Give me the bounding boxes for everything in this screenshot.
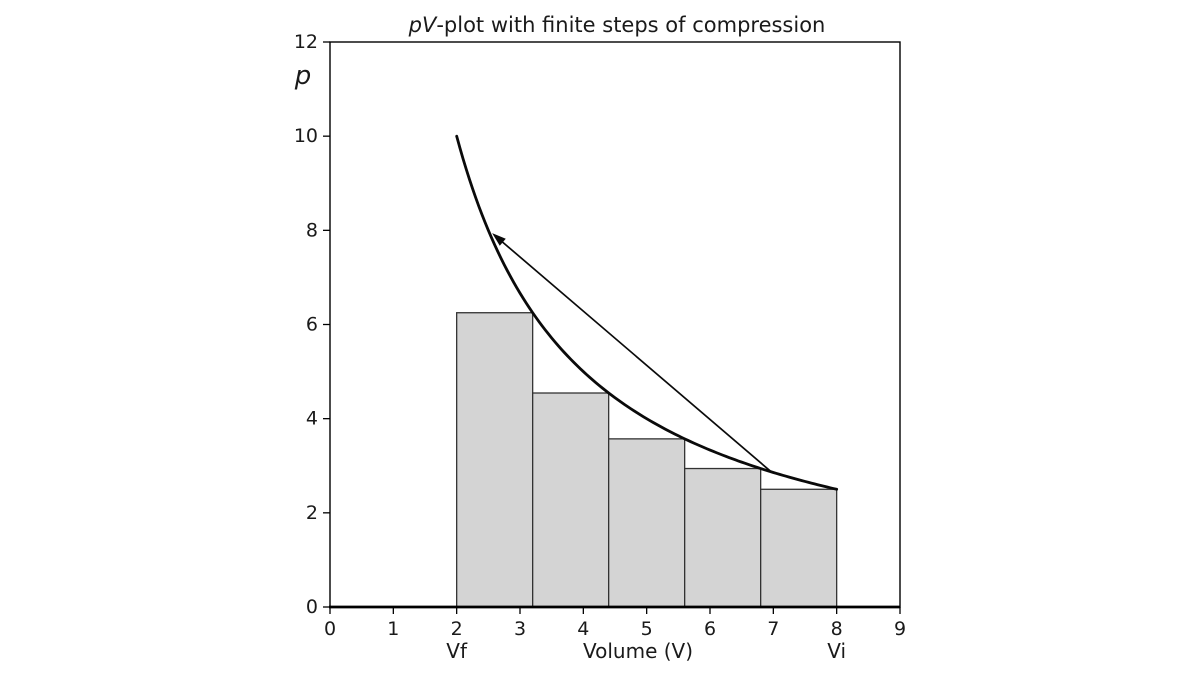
x-tick-label: 1 bbox=[387, 618, 399, 640]
x-tick-label: 6 bbox=[704, 618, 716, 640]
y-tick-label: 0 bbox=[306, 596, 318, 618]
y-tick-label: 2 bbox=[306, 502, 318, 524]
compression-step-bar bbox=[456, 312, 534, 608]
compression-step-bar bbox=[684, 467, 762, 608]
y-tick-label: 6 bbox=[306, 314, 318, 336]
y-axis-title: p bbox=[294, 61, 312, 91]
compression-step-bar bbox=[532, 392, 610, 608]
x-tick-label: 3 bbox=[514, 618, 526, 640]
x-extra-label-vf: Vf bbox=[446, 639, 468, 663]
compression-step-bar bbox=[608, 438, 686, 608]
compression-step-bar bbox=[760, 488, 838, 608]
compression-arrow-line bbox=[497, 237, 771, 472]
x-tick-label: 5 bbox=[641, 618, 653, 640]
x-tick-label: 7 bbox=[767, 618, 779, 640]
y-tick-label: 4 bbox=[306, 408, 318, 430]
x-tick-label: 0 bbox=[324, 618, 336, 640]
isotherm-curve bbox=[455, 134, 839, 491]
y-tick-label: 10 bbox=[294, 125, 318, 147]
chart-title: pV-plot with finite steps of compression bbox=[408, 13, 826, 37]
x-tick-label: 9 bbox=[894, 618, 906, 640]
x-tick-label: 2 bbox=[451, 618, 463, 640]
y-tick-label: 8 bbox=[306, 219, 318, 241]
x-extra-label-vi: Vi bbox=[827, 639, 846, 663]
y-tick-label: 12 bbox=[294, 31, 318, 53]
x-tick-label: 8 bbox=[831, 618, 843, 640]
compression-arrow-head bbox=[492, 233, 506, 246]
x-tick-label: 4 bbox=[577, 618, 589, 640]
x-axis-title: Volume (V) bbox=[583, 639, 693, 663]
